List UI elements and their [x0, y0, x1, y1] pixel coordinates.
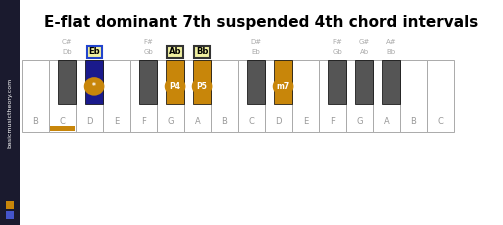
Text: F: F	[330, 117, 335, 126]
Text: G: G	[167, 117, 174, 126]
Text: D#: D#	[250, 39, 262, 45]
Text: Ab: Ab	[360, 49, 369, 55]
Bar	[166, 60, 184, 104]
Bar	[49, 60, 76, 132]
Bar	[58, 60, 76, 104]
Bar	[427, 60, 454, 132]
Text: Ab: Ab	[169, 47, 182, 56]
Ellipse shape	[165, 77, 186, 96]
Text: G: G	[356, 117, 363, 126]
Text: P5: P5	[197, 82, 208, 91]
Text: E: E	[303, 117, 308, 126]
Bar	[76, 60, 103, 132]
Bar	[373, 60, 400, 132]
Text: Gb: Gb	[332, 49, 342, 55]
Text: basicmusictheory.com: basicmusictheory.com	[8, 77, 13, 148]
Bar	[50, 126, 75, 131]
Text: m7: m7	[277, 82, 290, 91]
Text: E: E	[114, 117, 119, 126]
Bar	[319, 60, 346, 132]
Bar	[103, 60, 130, 132]
Text: *: *	[92, 82, 96, 91]
Bar	[157, 60, 184, 132]
Bar	[6, 201, 14, 209]
Text: P4: P4	[170, 82, 181, 91]
Text: C: C	[248, 117, 255, 126]
Text: D: D	[275, 117, 282, 126]
Text: B: B	[410, 117, 416, 126]
Text: A#: A#	[386, 39, 396, 45]
Bar	[130, 60, 157, 132]
Text: Gb: Gb	[143, 49, 153, 55]
Text: Bb: Bb	[386, 49, 396, 55]
Ellipse shape	[83, 77, 105, 96]
Text: A: A	[384, 117, 389, 126]
Ellipse shape	[192, 77, 212, 96]
Text: C: C	[438, 117, 444, 126]
Ellipse shape	[273, 77, 293, 96]
Bar	[238, 60, 265, 132]
Bar	[274, 60, 292, 104]
Text: C#: C#	[62, 39, 72, 45]
Text: D: D	[86, 117, 93, 126]
Bar	[184, 60, 211, 132]
Text: F#: F#	[143, 39, 153, 45]
Text: Bb: Bb	[196, 47, 208, 56]
Bar	[22, 60, 49, 132]
Bar	[346, 60, 373, 132]
Text: G#: G#	[359, 39, 370, 45]
Bar	[85, 60, 103, 104]
Text: F#: F#	[332, 39, 342, 45]
Text: B: B	[221, 117, 227, 126]
Text: E-flat dominant 7th suspended 4th chord intervals: E-flat dominant 7th suspended 4th chord …	[44, 15, 479, 30]
Text: Eb: Eb	[252, 49, 261, 55]
Bar	[6, 211, 14, 219]
Bar	[265, 60, 292, 132]
Text: Eb: Eb	[89, 47, 100, 56]
Bar	[328, 60, 346, 104]
Bar	[292, 60, 319, 132]
Bar	[0, 0, 20, 225]
Bar	[400, 60, 427, 132]
Text: B: B	[33, 117, 38, 126]
Text: A: A	[195, 117, 200, 126]
Bar	[247, 60, 265, 104]
Bar	[355, 60, 373, 104]
Bar	[139, 60, 157, 104]
Text: C: C	[59, 117, 65, 126]
Bar	[211, 60, 238, 132]
Bar	[382, 60, 400, 104]
Text: F: F	[141, 117, 146, 126]
Bar	[193, 60, 211, 104]
Text: Db: Db	[62, 49, 72, 55]
